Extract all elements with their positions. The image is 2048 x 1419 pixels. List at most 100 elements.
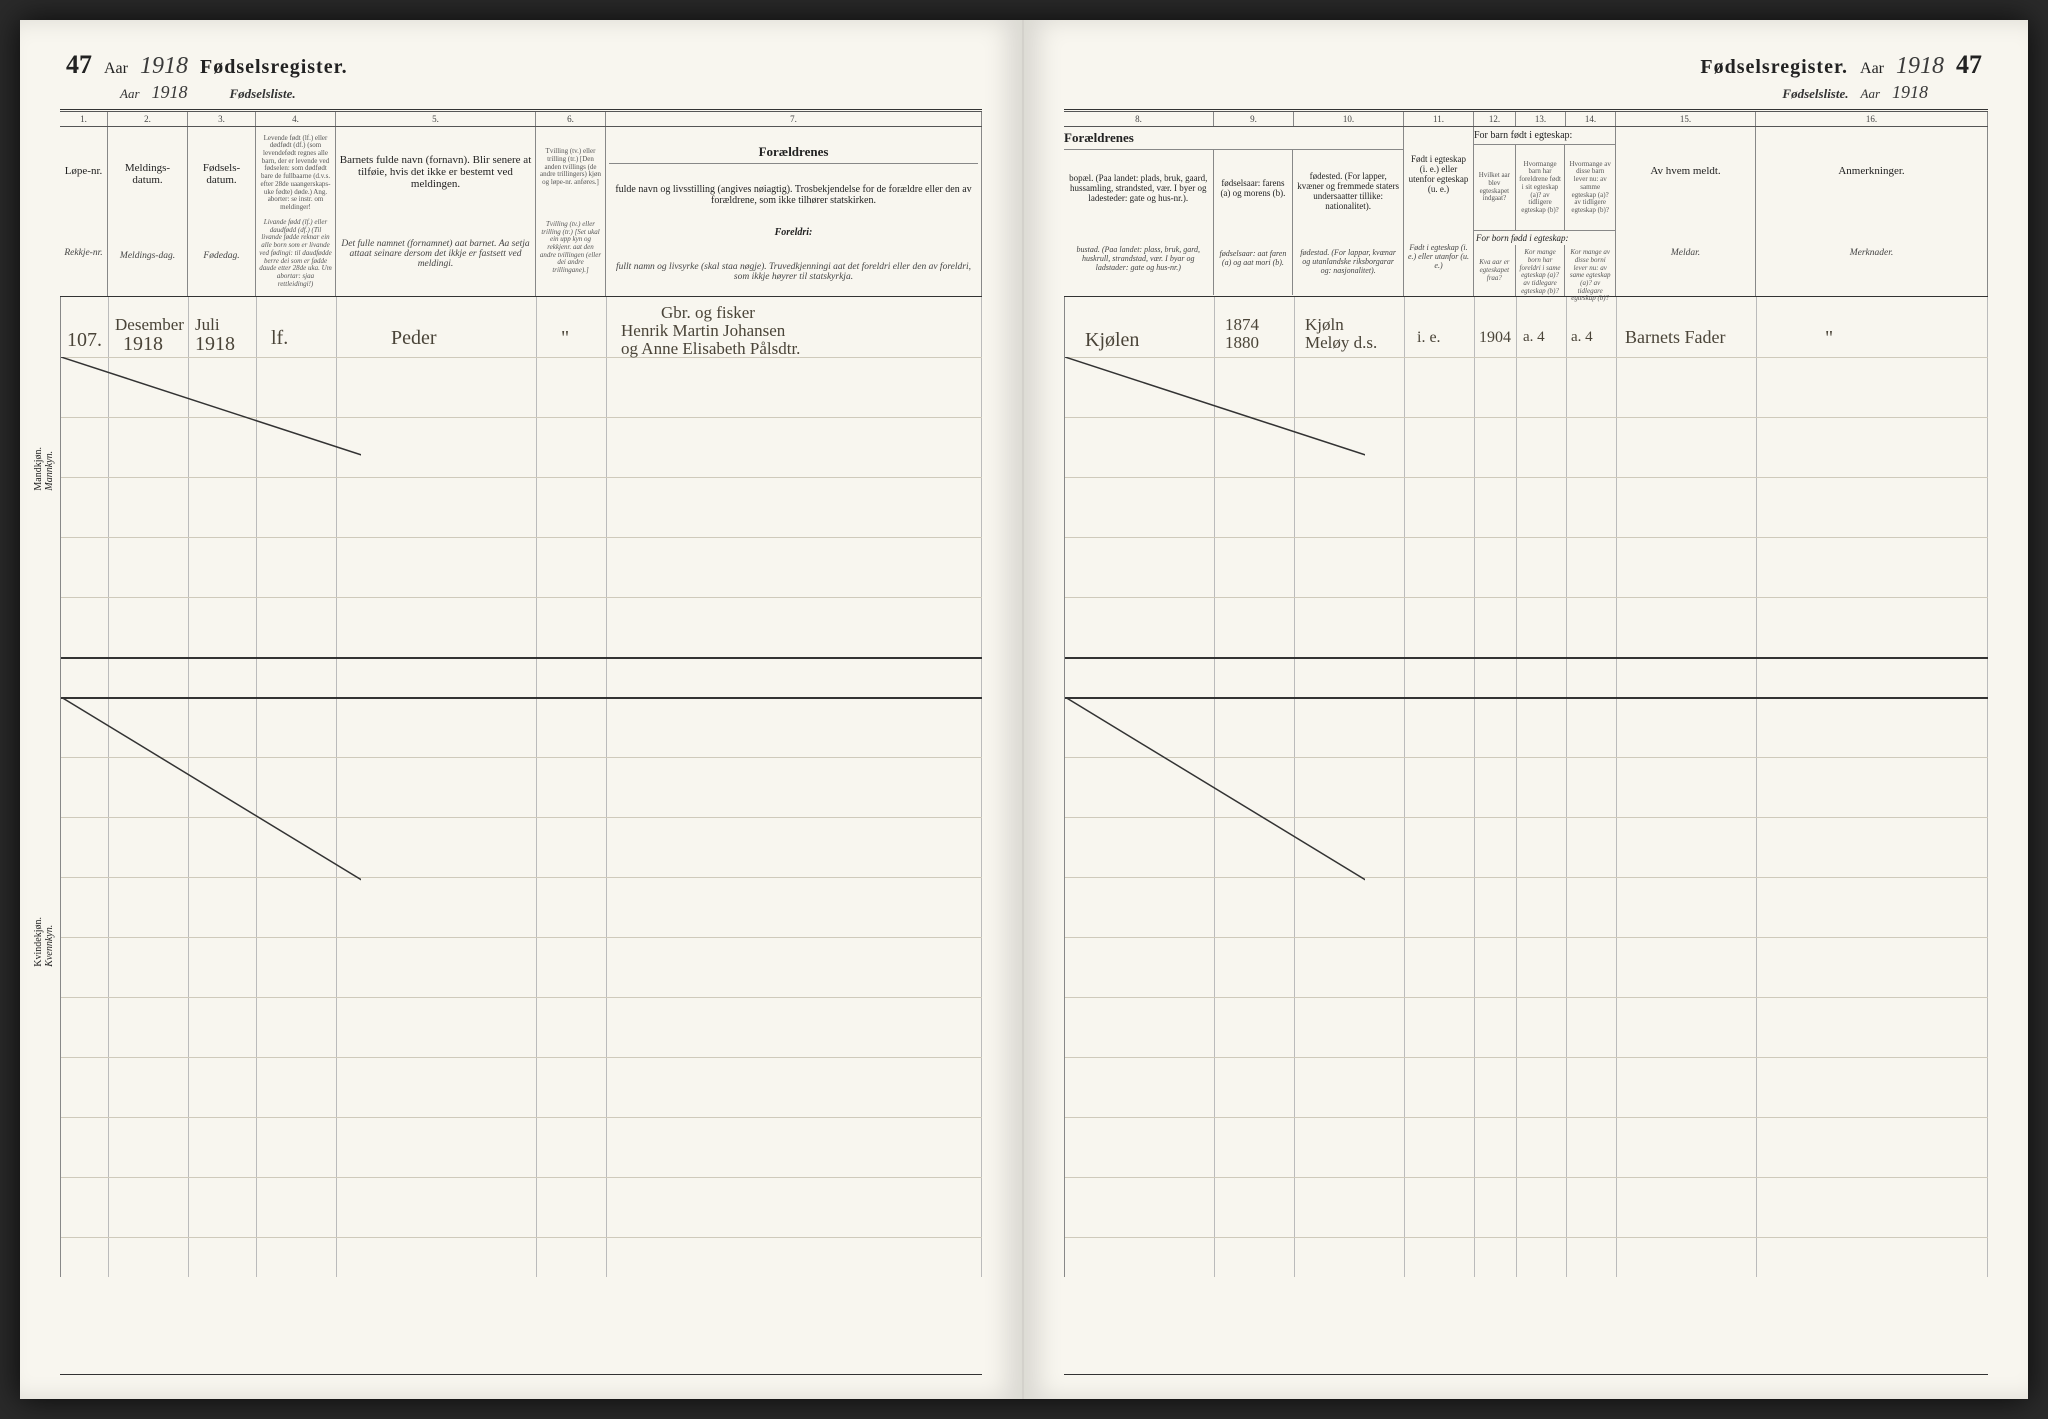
- male-label: Mandkjøn. Mannkyn.: [33, 447, 55, 491]
- row-line: [1065, 817, 1988, 818]
- hdr-text: fødestad. (For lappar, kvænar og utanlan…: [1296, 248, 1400, 275]
- hdr-text: fødselsaar: farens (a) og morens (b).: [1217, 178, 1290, 198]
- col-header: Tvilling (tv.) eller trilling (tr.) [Den…: [536, 127, 606, 296]
- colnum: 3.: [188, 112, 256, 126]
- sub-year-label: Aar: [1861, 86, 1881, 102]
- page-number-right: 47: [1956, 50, 1982, 80]
- colnum: 15.: [1616, 112, 1756, 126]
- col-header: Fødsels-datum. Fødedag.: [188, 127, 256, 296]
- page-number-left: 47: [66, 50, 92, 80]
- row-line: [61, 1117, 982, 1118]
- register-title: Fødselsregister.: [1700, 56, 1848, 79]
- label-text: Kvennkyn.: [44, 925, 55, 967]
- row-line: [61, 537, 982, 538]
- col-header: Kor mange born har foreldri i same egtes…: [1516, 245, 1566, 296]
- col-group-12-14: For barn født i egteskap: Hvilket aar bl…: [1474, 127, 1616, 296]
- col-header: Meldings-datum. Meldings-dag.: [108, 127, 188, 296]
- entry-parents1: Gbr. og fisker: [661, 303, 755, 323]
- entry-lf: lf.: [271, 327, 288, 350]
- row-line: [1065, 877, 1988, 878]
- section-divider: [61, 657, 982, 659]
- hdr-text: Foreldri:: [609, 227, 978, 238]
- entry-aar-b: 1880: [1225, 333, 1259, 353]
- label-text: Kvindekjøn.: [33, 917, 44, 967]
- hdr-text: Forældrenes: [609, 141, 978, 164]
- entry-parents3: og Anne Elisabeth Pålsdtr.: [621, 339, 800, 359]
- row-line: [61, 817, 982, 818]
- sub-year-label: Aar: [120, 86, 140, 102]
- colnum: 13.: [1516, 112, 1566, 126]
- left-col-headers: Løpe-nr. Rekkje-nr. Meldings-datum. Meld…: [60, 127, 982, 297]
- hdr-text: Tvilling (tv.) eller trilling (tr.) [Den…: [539, 148, 602, 186]
- rule: [1064, 109, 1988, 110]
- entry-meld2: 1918: [123, 333, 163, 356]
- entry-egteaar: 1904: [1479, 329, 1511, 347]
- row-line: [1065, 757, 1988, 758]
- year-handwritten: 1918: [1896, 53, 1944, 80]
- hdr-text: Kva aar er egteskapet fraa?: [1477, 259, 1512, 282]
- year-label: Aar: [104, 60, 128, 78]
- hdr-text: Hvilket aar blev egteskapet indgaat?: [1477, 172, 1512, 203]
- col-header: Kor mange av disse borni lever nu: av sa…: [1565, 245, 1615, 296]
- entry-sted1: Kjøln: [1305, 315, 1344, 335]
- section-divider: [1065, 657, 1988, 659]
- hdr-text: Anmerkninger.: [1759, 165, 1984, 177]
- hdr-text: Levende født (lf.) eller dødfødt (df.) (…: [259, 135, 332, 212]
- row-line: [1065, 1177, 1988, 1178]
- colnum: 12.: [1474, 112, 1516, 126]
- row-line: [1065, 477, 1988, 478]
- hdr-text: Meldings-dag.: [111, 251, 184, 261]
- group-title: Forældrenes: [1064, 127, 1403, 150]
- bottom-rule: [60, 1374, 982, 1375]
- entry-born-b: a. 4: [1571, 329, 1593, 346]
- label-text: Mandkjøn.: [33, 447, 44, 491]
- sub-year-hand: 1918: [152, 82, 188, 103]
- right-col-numbers: 8. 9. 10. 11. 12. 13. 14. 15. 16.: [1064, 112, 1988, 127]
- left-body: Mandkjøn. Mannkyn. Kvindekjøn. Kvennkyn.…: [60, 297, 982, 1277]
- row-line: [1065, 537, 1988, 538]
- hdr-text: Kor mange av disse borni lever nu: av sa…: [1568, 249, 1612, 303]
- subtitle: Fødselsliste.: [230, 86, 296, 102]
- right-col-headers: Forældrenes bopæl. (Paa landet: plads, b…: [1064, 127, 1988, 297]
- row-line: [1065, 417, 1988, 418]
- row-line: [61, 1057, 982, 1058]
- right-body: Kjølen 1874 1880 Kjøln Meløy d.s. i. e. …: [1064, 297, 1988, 1277]
- hdr-text: Født i egteskap (i. e.) eller utenfor eg…: [1407, 154, 1470, 194]
- hdr-text: Kor mange born har foreldri i same egtes…: [1519, 249, 1562, 295]
- hdr-text: fulde navn og livsstilling (angives nøia…: [609, 184, 978, 206]
- hdr-text: Hvormange av disse barn lever nu: av sam…: [1568, 161, 1612, 215]
- colnum: 7.: [606, 112, 982, 126]
- colnum: 16.: [1756, 112, 1988, 126]
- hdr-text: Hvormange barn har foreldrene født i sit…: [1519, 161, 1562, 215]
- book-spread: 47 Aar 1918 Fødselsregister. Aar 1918 Fø…: [20, 20, 2028, 1399]
- entry-ie: i. e.: [1417, 329, 1441, 347]
- row-line: [61, 477, 982, 478]
- row-line: [61, 877, 982, 878]
- hdr-text: Av hvem meldt.: [1619, 165, 1752, 177]
- hdr-text: Løpe-nr.: [63, 165, 104, 177]
- col-header: Av hvem meldt. Meldar.: [1616, 127, 1756, 296]
- col-header: fødested. (For lapper, kvæner og fremmed…: [1293, 150, 1403, 295]
- row-line: [1065, 357, 1988, 358]
- left-col-numbers: 1. 2. 3. 4. 5. 6. 7.: [60, 112, 982, 127]
- row-line: [1065, 937, 1988, 938]
- row-line: [61, 997, 982, 998]
- col-header: Født i egteskap (i. e.) eller utenfor eg…: [1404, 127, 1474, 296]
- left-page-header: 47 Aar 1918 Fødselsregister.: [60, 50, 982, 80]
- bottom-rule: [1064, 1374, 1988, 1375]
- colnum: 5.: [336, 112, 536, 126]
- hdr-text: Fødedag.: [191, 251, 252, 261]
- female-label: Kvindekjøn. Kvennkyn.: [33, 917, 55, 967]
- hdr-text: Rekkje-nr.: [63, 248, 104, 258]
- left-subheader: Aar 1918 Fødselsliste.: [60, 82, 982, 103]
- entry-name: Peder: [391, 327, 437, 350]
- rule: [60, 109, 982, 110]
- row-line: [61, 937, 982, 938]
- col-header: Barnets fulde navn (fornavn). Blir sener…: [336, 127, 536, 296]
- section-divider: [1065, 697, 1988, 699]
- entry-sted2: Meløy d.s.: [1305, 333, 1377, 353]
- left-page: 47 Aar 1918 Fødselsregister. Aar 1918 Fø…: [20, 20, 1024, 1399]
- hdr-text: Barnets fulde navn (fornavn). Blir sener…: [339, 154, 532, 190]
- col-group-8-10: Forældrenes bopæl. (Paa landet: plads, b…: [1064, 127, 1404, 296]
- colnum: 11.: [1404, 112, 1474, 126]
